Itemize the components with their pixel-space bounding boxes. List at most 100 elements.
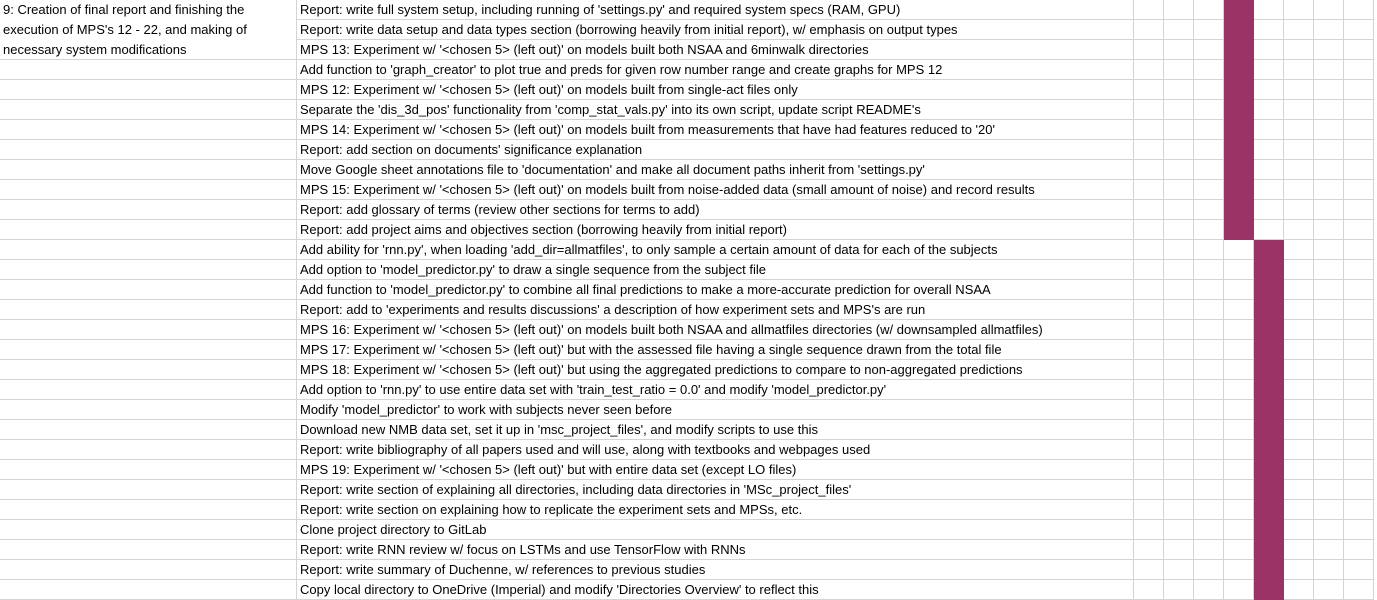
gantt-bar-cell[interactable] xyxy=(1254,560,1284,580)
gantt-cell[interactable] xyxy=(1164,400,1194,420)
task-cell[interactable]: Report: write section on explaining how … xyxy=(297,500,1134,520)
gantt-cell[interactable] xyxy=(1224,480,1254,500)
gantt-bar-cell[interactable] xyxy=(1254,260,1284,280)
gantt-cell[interactable] xyxy=(1314,160,1344,180)
gantt-bar-cell[interactable] xyxy=(1254,240,1284,260)
gantt-cell[interactable] xyxy=(1194,60,1224,80)
gantt-bar-cell[interactable] xyxy=(1224,220,1254,240)
task-cell[interactable]: MPS 18: Experiment w/ '<chosen 5> (left … xyxy=(297,360,1134,380)
task-cell[interactable]: Report: write full system setup, includi… xyxy=(297,0,1134,20)
gantt-cell[interactable] xyxy=(1254,60,1284,80)
gantt-cell[interactable] xyxy=(1284,360,1314,380)
gantt-cell[interactable] xyxy=(1134,80,1164,100)
gantt-bar-cell[interactable] xyxy=(1254,580,1284,600)
phase-cell[interactable] xyxy=(0,500,297,520)
gantt-cell[interactable] xyxy=(1314,440,1344,460)
gantt-cell[interactable] xyxy=(1344,220,1374,240)
gantt-cell[interactable] xyxy=(1224,540,1254,560)
gantt-bar-cell[interactable] xyxy=(1254,500,1284,520)
gantt-cell[interactable] xyxy=(1344,60,1374,80)
gantt-cell[interactable] xyxy=(1314,460,1344,480)
gantt-cell[interactable] xyxy=(1344,420,1374,440)
gantt-cell[interactable] xyxy=(1284,160,1314,180)
phase-cell[interactable] xyxy=(0,540,297,560)
gantt-cell[interactable] xyxy=(1224,380,1254,400)
gantt-cell[interactable] xyxy=(1314,0,1344,20)
gantt-cell[interactable] xyxy=(1314,100,1344,120)
gantt-cell[interactable] xyxy=(1284,560,1314,580)
gantt-cell[interactable] xyxy=(1344,400,1374,420)
gantt-cell[interactable] xyxy=(1224,500,1254,520)
gantt-cell[interactable] xyxy=(1284,140,1314,160)
task-cell[interactable]: Add option to 'model_predictor.py' to dr… xyxy=(297,260,1134,280)
gantt-cell[interactable] xyxy=(1284,520,1314,540)
gantt-cell[interactable] xyxy=(1284,20,1314,40)
phase-cell[interactable] xyxy=(0,60,297,80)
phase-cell[interactable] xyxy=(0,580,297,600)
gantt-cell[interactable] xyxy=(1134,40,1164,60)
gantt-cell[interactable] xyxy=(1344,160,1374,180)
gantt-cell[interactable] xyxy=(1254,80,1284,100)
gantt-cell[interactable] xyxy=(1344,340,1374,360)
gantt-bar-cell[interactable] xyxy=(1254,280,1284,300)
gantt-cell[interactable] xyxy=(1314,260,1344,280)
gantt-cell[interactable] xyxy=(1164,220,1194,240)
gantt-cell[interactable] xyxy=(1344,180,1374,200)
task-cell[interactable]: Report: add project aims and objectives … xyxy=(297,220,1134,240)
task-cell[interactable]: MPS 15: Experiment w/ '<chosen 5> (left … xyxy=(297,180,1134,200)
phase-cell[interactable] xyxy=(0,360,297,380)
gantt-cell[interactable] xyxy=(1134,280,1164,300)
gantt-cell[interactable] xyxy=(1134,160,1164,180)
gantt-bar-cell[interactable] xyxy=(1224,180,1254,200)
gantt-cell[interactable] xyxy=(1344,520,1374,540)
gantt-cell[interactable] xyxy=(1284,400,1314,420)
gantt-cell[interactable] xyxy=(1344,120,1374,140)
gantt-bar-cell[interactable] xyxy=(1254,400,1284,420)
task-cell[interactable]: MPS 16: Experiment w/ '<chosen 5> (left … xyxy=(297,320,1134,340)
gantt-cell[interactable] xyxy=(1134,420,1164,440)
task-cell[interactable]: Move Google sheet annotations file to 'd… xyxy=(297,160,1134,180)
gantt-cell[interactable] xyxy=(1164,60,1194,80)
gantt-cell[interactable] xyxy=(1194,400,1224,420)
phase-cell[interactable] xyxy=(0,260,297,280)
gantt-cell[interactable] xyxy=(1194,380,1224,400)
gantt-cell[interactable] xyxy=(1224,560,1254,580)
gantt-cell[interactable] xyxy=(1284,420,1314,440)
gantt-cell[interactable] xyxy=(1164,240,1194,260)
gantt-bar-cell[interactable] xyxy=(1254,520,1284,540)
gantt-cell[interactable] xyxy=(1134,240,1164,260)
gantt-cell[interactable] xyxy=(1284,380,1314,400)
gantt-cell[interactable] xyxy=(1164,540,1194,560)
gantt-cell[interactable] xyxy=(1134,440,1164,460)
gantt-cell[interactable] xyxy=(1344,80,1374,100)
gantt-cell[interactable] xyxy=(1134,380,1164,400)
gantt-cell[interactable] xyxy=(1254,140,1284,160)
gantt-cell[interactable] xyxy=(1164,120,1194,140)
gantt-cell[interactable] xyxy=(1194,20,1224,40)
gantt-cell[interactable] xyxy=(1194,460,1224,480)
gantt-bar-cell[interactable] xyxy=(1254,480,1284,500)
gantt-cell[interactable] xyxy=(1134,340,1164,360)
gantt-cell[interactable] xyxy=(1164,560,1194,580)
gantt-cell[interactable] xyxy=(1164,320,1194,340)
gantt-cell[interactable] xyxy=(1194,320,1224,340)
gantt-cell[interactable] xyxy=(1314,280,1344,300)
gantt-cell[interactable] xyxy=(1194,160,1224,180)
gantt-cell[interactable] xyxy=(1284,180,1314,200)
task-cell[interactable]: Download new NMB data set, set it up in … xyxy=(297,420,1134,440)
phase-cell[interactable] xyxy=(0,160,297,180)
task-cell[interactable]: Report: write data setup and data types … xyxy=(297,20,1134,40)
gantt-bar-cell[interactable] xyxy=(1254,320,1284,340)
gantt-cell[interactable] xyxy=(1164,180,1194,200)
gantt-cell[interactable] xyxy=(1254,20,1284,40)
gantt-cell[interactable] xyxy=(1194,340,1224,360)
gantt-cell[interactable] xyxy=(1194,540,1224,560)
phase-cell[interactable]: 9: Creation of final report and finishin… xyxy=(0,0,297,20)
gantt-cell[interactable] xyxy=(1164,200,1194,220)
gantt-cell[interactable] xyxy=(1344,100,1374,120)
gantt-cell[interactable] xyxy=(1344,540,1374,560)
phase-cell[interactable] xyxy=(0,240,297,260)
gantt-cell[interactable] xyxy=(1314,40,1344,60)
gantt-cell[interactable] xyxy=(1314,380,1344,400)
